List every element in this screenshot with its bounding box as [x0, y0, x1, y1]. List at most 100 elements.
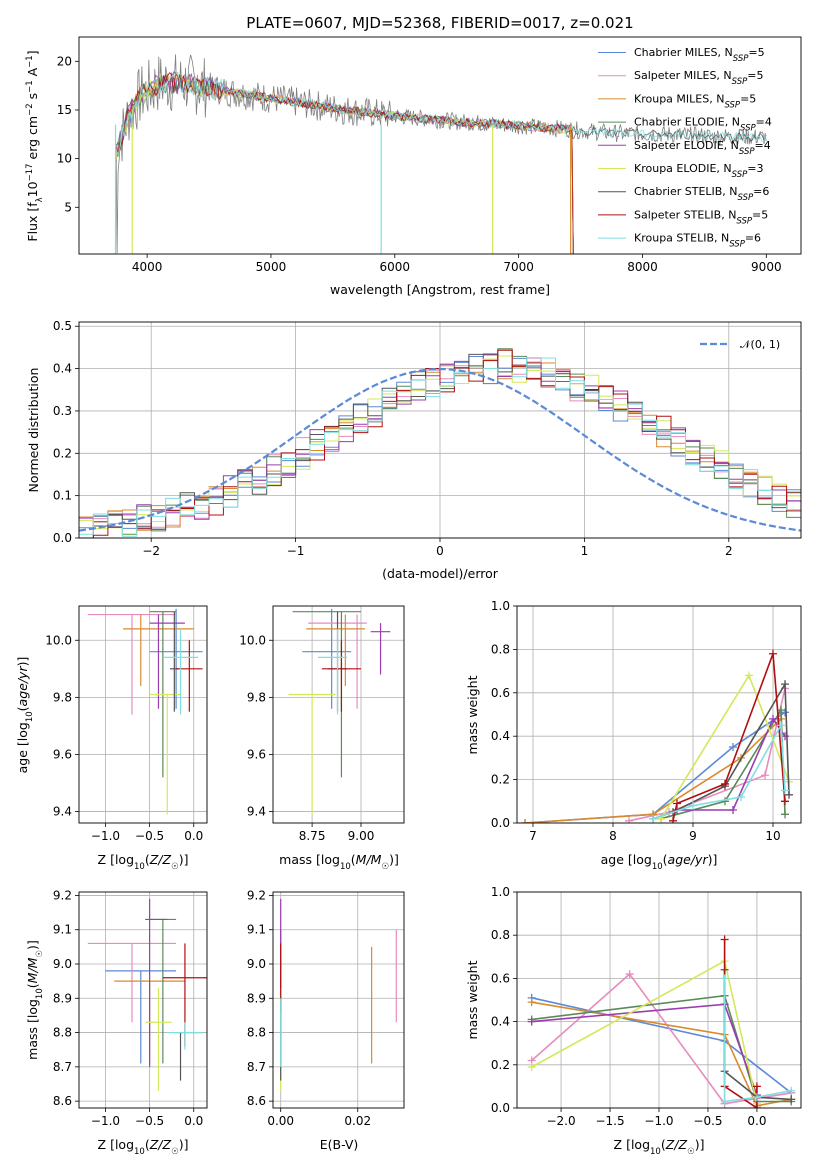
mass-weight-marker	[625, 816, 633, 823]
model-spectrum-line	[115, 71, 767, 156]
weight-vs-age-plot-area	[521, 649, 793, 823]
mass-weight-marker	[769, 714, 777, 723]
mass-vs-metallicity-frame	[78, 891, 208, 1109]
spectrum-axes: 4000 5000 6000 7000 8000 9000 5 10 15 20	[57, 54, 782, 274]
x-tick-label: 0.0	[184, 1114, 203, 1128]
legend-entry: Salpeter STELIB, NSSP=5	[634, 208, 768, 226]
y-tick-label: 0.0	[53, 531, 72, 545]
x-tick-label: 7	[529, 829, 537, 843]
x-tick-label: 9000	[751, 260, 782, 274]
age-vs-mass-axes: 8.75 9.00 9.4 9.6 9.8 10.0	[239, 606, 404, 843]
histogram-step-line	[79, 355, 801, 535]
y-axis-label: Flux [fλ10−17 erg cm−2 s−1 A−1]	[25, 50, 45, 241]
error-bar-point	[87, 613, 177, 715]
mass-weight-marker	[781, 680, 789, 689]
weight-vs-metallicity-plot-area	[527, 935, 796, 1108]
x-tick-label: 1	[581, 544, 589, 558]
mass-weight-marker	[737, 792, 745, 801]
x-axis-label: age [log10(age/yr)]	[601, 852, 718, 872]
mass-weight-line	[531, 1001, 792, 1107]
x-tick-label: 5000	[256, 260, 287, 274]
x-axis-label: Z [log10(Z/Z☉)]	[614, 1137, 705, 1157]
mass-weight-marker	[669, 816, 677, 823]
y-tick-label: 1.0	[491, 599, 510, 613]
y-tick-label: 10.0	[239, 633, 266, 647]
y-tick-label: 0.5	[53, 319, 72, 333]
x-axis-label: Z [log10(Z/Z☉)]	[98, 1137, 189, 1157]
mass-weight-marker	[777, 721, 785, 730]
x-tick-label: −0.5	[135, 829, 164, 843]
mass-weight-marker	[625, 970, 634, 979]
x-tick-label: −1.0	[91, 829, 120, 843]
mass-weight-line	[723, 978, 792, 1103]
x-tick-label: 9	[689, 829, 697, 843]
mass-weight-marker	[761, 771, 769, 780]
x-tick-label: 0.0	[184, 829, 203, 843]
y-tick-label: 9.2	[53, 888, 72, 902]
y-tick-label: 0.2	[491, 1058, 510, 1072]
mass-weight-marker	[787, 1095, 796, 1104]
y-tick-label: 0.2	[53, 446, 72, 460]
y-axis-label: mass weight	[465, 675, 480, 754]
x-tick-label: 8000	[627, 260, 658, 274]
x-tick-label: −2.0	[546, 1114, 575, 1128]
x-tick-label: −0.5	[693, 1114, 722, 1128]
x-tick-label: 0	[436, 544, 444, 558]
mass-weight-marker	[745, 671, 753, 680]
error-bar-point	[306, 614, 365, 686]
residuals-axes: −2 −1 0 1 2 0.0 0.1 0.2 0.3 0.4 0.5	[53, 319, 801, 558]
legend-entry: Salpeter ELODIE, NSSP=4	[634, 139, 771, 157]
x-tick-label: 10	[765, 829, 780, 843]
error-bar-point	[87, 942, 177, 1023]
mass-weight-line	[531, 959, 758, 1104]
error-bar-point	[149, 918, 177, 1064]
y-tick-label: 0.4	[491, 729, 510, 743]
x-axis-label: E(B-V)	[320, 1137, 359, 1152]
histogram-step-line	[79, 360, 801, 531]
y-tick-label: 9.4	[247, 805, 266, 819]
x-tick-label: −1	[287, 544, 305, 558]
y-tick-label: 10	[57, 152, 72, 166]
x-tick-label: −1.0	[91, 1114, 120, 1128]
mass-weight-marker	[721, 797, 729, 806]
y-tick-label: 10.0	[45, 633, 72, 647]
x-axis-label: Z [log10(Z/Z☉)]	[98, 852, 189, 872]
legend-entry: Kroupa STELIB, NSSP=6	[634, 232, 761, 250]
legend-entry: Chabrier STELIB, NSSP=6	[634, 185, 769, 203]
y-tick-label: 8.7	[53, 1060, 72, 1074]
y-tick-label: 9.0	[247, 957, 266, 971]
age-vs-metallicity-axes: −1.0 −0.5 0.0 9.4 9.6 9.8 10.0	[45, 606, 207, 843]
mass-weight-line	[524, 718, 782, 823]
weight-vs-metallicity-frame	[516, 891, 802, 1109]
error-bar-point	[149, 608, 203, 709]
y-tick-label: 0.6	[491, 971, 510, 985]
y-tick-label: 8.8	[247, 1026, 266, 1040]
mass-weight-marker	[527, 998, 536, 1007]
y-tick-label: 8.9	[53, 991, 72, 1005]
spectrum-frame	[78, 36, 802, 255]
mass-weight-marker	[769, 649, 777, 658]
mass-weight-marker	[720, 935, 729, 944]
y-tick-label: 0.6	[491, 686, 510, 700]
error-bar-point	[149, 614, 185, 709]
y-tick-label: 9.0	[53, 957, 72, 971]
legend-entry: Kroupa MILES, NSSP=5	[634, 92, 756, 110]
legend-entry: 𝒩(0, 1)	[740, 338, 780, 351]
y-tick-label: 8.6	[247, 1094, 266, 1108]
x-tick-label: 0.0	[747, 1114, 766, 1128]
legend-entry: Chabrier ELODIE, NSSP=4	[634, 116, 772, 134]
error-bar-point	[145, 898, 168, 1067]
error-bar-point	[288, 693, 336, 815]
y-tick-label: 9.1	[53, 923, 72, 937]
error-bar-point	[176, 1031, 203, 1081]
mass-vs-ebv-frame	[272, 891, 405, 1109]
x-tick-label: 6000	[380, 260, 411, 274]
error-bar-point	[149, 693, 181, 815]
y-tick-label: 8.8	[53, 1026, 72, 1040]
mass-weight-marker	[720, 974, 729, 983]
y-tick-label: 0.8	[491, 642, 510, 656]
x-tick-label: −1.0	[644, 1114, 673, 1128]
mass-weight-marker	[649, 814, 657, 823]
y-tick-label: 0.0	[491, 1101, 510, 1115]
y-tick-label: 9.6	[53, 747, 72, 761]
